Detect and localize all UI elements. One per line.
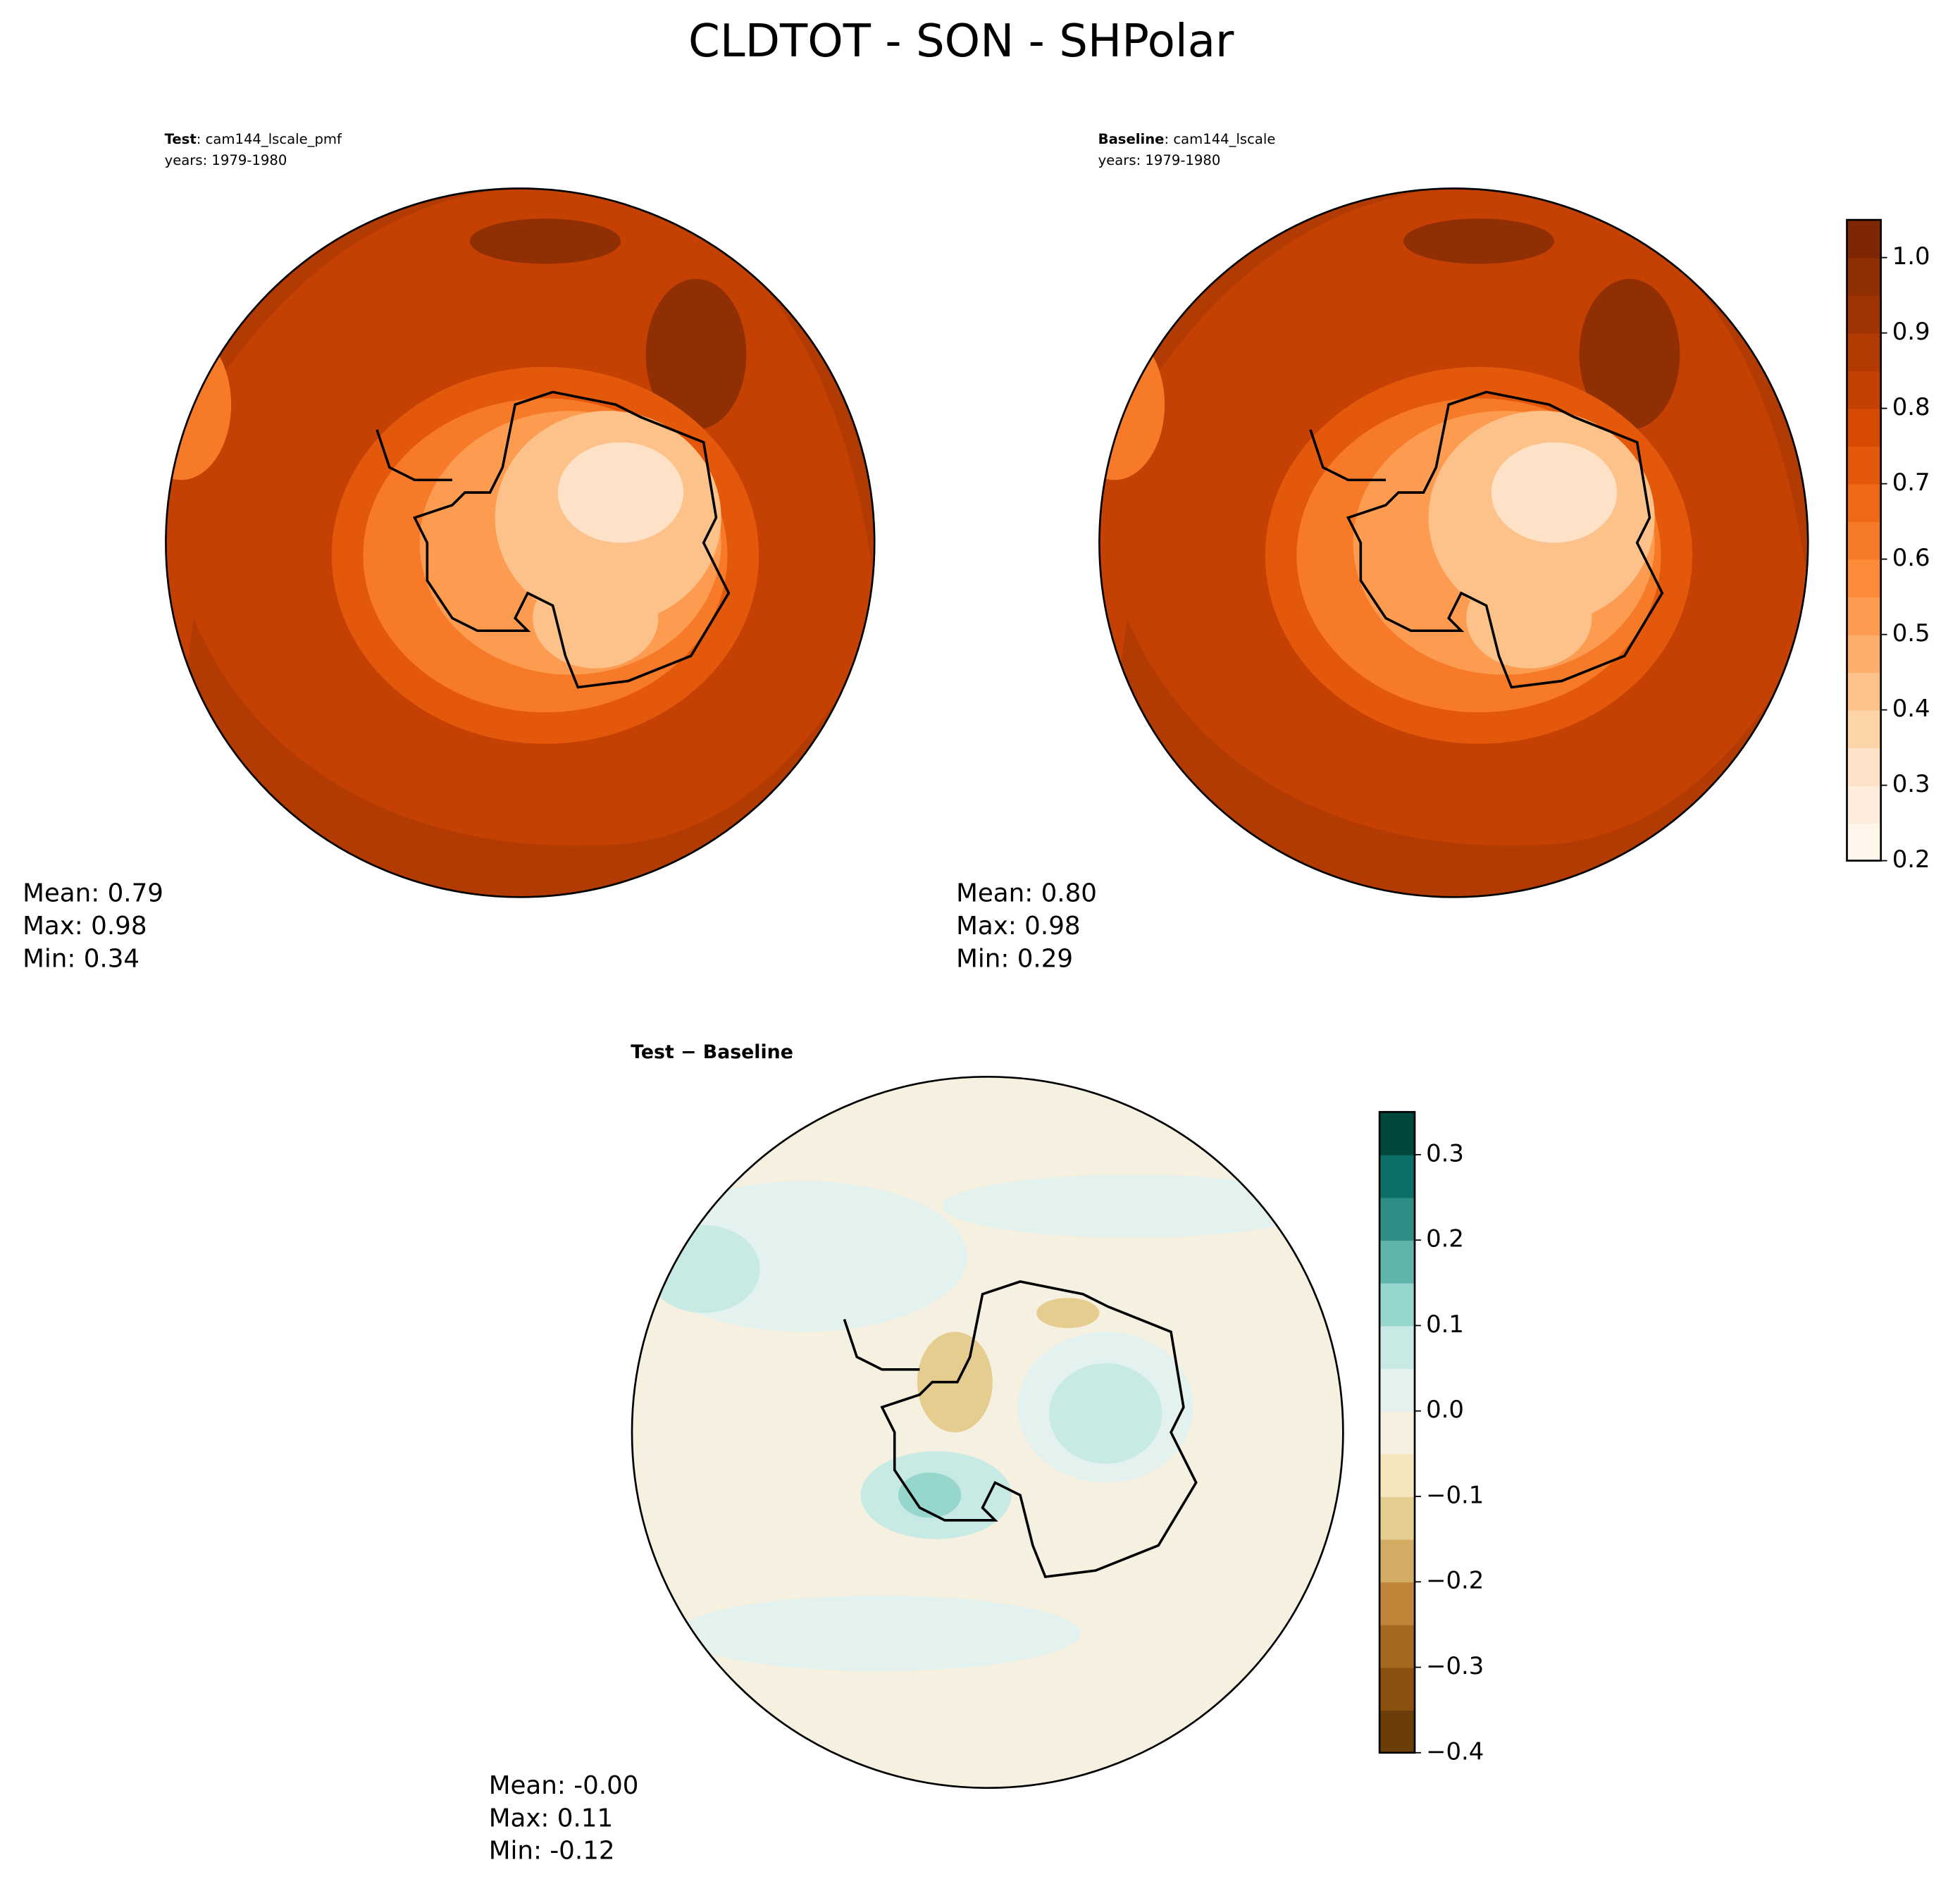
colorbar-tick-label: 0.3 [1426,1139,1464,1167]
panel-case: : cam144_lscale [1164,130,1275,147]
map [1099,188,1809,898]
stat-line: Min: 0.34 [23,944,139,973]
colorbar-tick-label: −0.1 [1426,1481,1484,1508]
stat-line: Mean: -0.00 [489,1771,639,1800]
colorbar-tick-label: −0.3 [1426,1652,1484,1680]
colorbar-tick-label: 0.2 [1426,1225,1464,1253]
colorbar-band [1847,371,1881,409]
colorbar-band [1847,333,1881,371]
colorbar-band [1847,709,1881,748]
colorbar-tick-label: 0.2 [1892,845,1930,873]
colorbar-band [1847,597,1881,635]
colorbar-band [1847,559,1881,597]
stat-line: Mean: 0.80 [956,879,1097,908]
colorbar-band [1847,257,1881,296]
colorbar-band [1379,1624,1415,1668]
colorbar-tick-label: 0.8 [1892,393,1930,421]
colorbar-band [1379,1240,1415,1284]
colorbar-tick-label: −0.4 [1426,1737,1484,1765]
panel-title: Test − Baseline [631,1041,793,1063]
colorbar-band [1379,1112,1415,1155]
colorbar-tick-label: 0.0 [1426,1396,1464,1423]
colorbar-band [1847,220,1881,259]
colorbar-band [1379,1539,1415,1583]
colorbar-band [1847,408,1881,447]
stat-line: Max: 0.11 [489,1804,613,1833]
map [166,188,875,898]
colorbar-band [1847,483,1881,522]
colorbar-band [1379,1325,1415,1369]
stat-line: Max: 0.98 [23,912,147,941]
colorbar-band [1379,1582,1415,1625]
colorbar-tick-label: 0.9 [1892,318,1930,345]
colorbar-band [1379,1282,1415,1327]
colorbar-tick-label: 0.4 [1892,695,1930,722]
stat-line: Mean: 0.79 [23,879,163,908]
colorbar-band [1847,295,1881,334]
colorbar-band [1847,672,1881,711]
colorbar-band [1379,1197,1415,1241]
colorbar-tick-label: 0.6 [1892,544,1930,571]
colorbar-band [1379,1453,1415,1497]
colorbar-band [1379,1154,1415,1198]
colorbar-tick-label: 0.1 [1426,1310,1464,1338]
colorbar-band [1847,521,1881,560]
map-border [1098,187,1809,898]
stat-line: Max: 0.98 [956,912,1080,941]
stat-line: Min: 0.29 [956,944,1073,973]
panel-label: Baseline [1098,130,1165,147]
colorbar-band [1847,446,1881,485]
colorbar-tick-label: −0.2 [1426,1567,1484,1594]
colorbar-band [1847,823,1881,862]
colorbar-tick-label: 0.3 [1892,770,1930,798]
map-border [631,1075,1344,1790]
map [632,1077,1344,1788]
panel-title: Test: cam144_lscale_pmf [165,130,342,147]
panel-case: : cam144_lscale_pmf [197,130,342,147]
colorbar-frame [1378,1110,1416,1754]
colorbar-band [1379,1496,1415,1540]
colorbar-band [1379,1410,1415,1455]
figure-title: CLDTOT - SON - SHPolar [688,15,1234,68]
colorbar-band [1379,1710,1415,1754]
colorbar-frame [1846,218,1882,862]
stat-line: Min: -0.12 [489,1837,615,1866]
map-border [165,187,876,898]
colorbar-band [1847,634,1881,673]
colorbar-band [1847,748,1881,786]
colorbar-tick-label: 0.7 [1892,469,1930,496]
colorbar-tick-label: 0.5 [1892,619,1930,647]
colorbar-tick-label: 1.0 [1892,242,1930,270]
colorbar-band [1847,785,1881,824]
panel-years: years: 1979-1980 [165,152,287,168]
panel-title: Baseline: cam144_lscale [1098,130,1276,147]
colorbar-band [1379,1667,1415,1711]
colorbar-band [1379,1368,1415,1412]
panel-years: years: 1979-1980 [1098,152,1221,168]
panel-label: Test [165,130,197,147]
